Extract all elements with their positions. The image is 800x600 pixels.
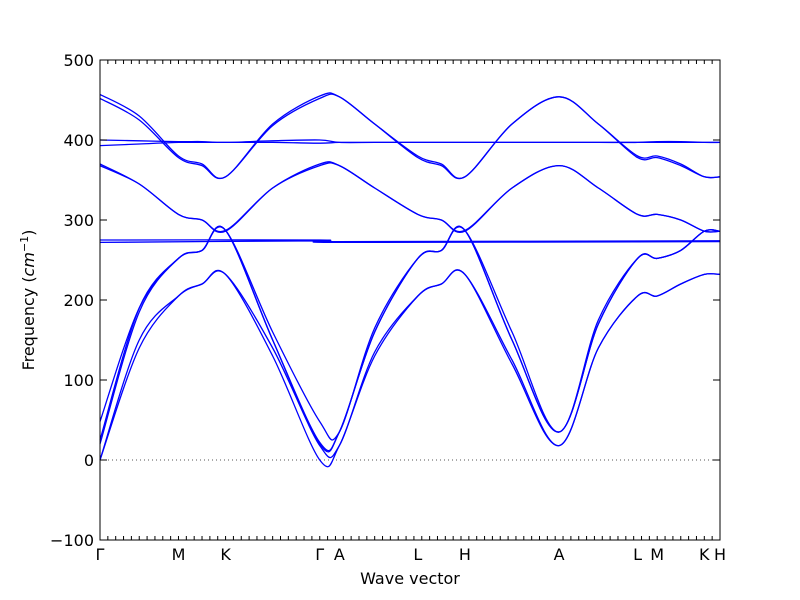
y-tick-label: 500 [63,51,94,70]
branch-3 [99,225,721,452]
dispersion-branches [99,92,721,468]
x-tick-label-8: A [554,545,565,564]
y-axis-title-suffix: ) [19,230,38,236]
branch-2 [99,269,721,461]
x-tick-label-11: K [699,545,710,564]
x-axis-title: Wave vector [360,569,460,588]
branch-12 [99,92,721,179]
x-tick-label-6: L [413,545,422,564]
y-tick-label: 400 [63,131,94,150]
x-tick-label-4: Γ [315,545,324,564]
x-tick-label-10: M [650,545,664,564]
x-tick-label-7: H [459,545,471,564]
y-axis-ticks: −100 0 100 200 300 400 500 [50,51,720,550]
x-tick-label-9: L [633,545,642,564]
y-axis-title-prefix: Frequency ( [19,276,38,370]
branch-7 [99,239,721,243]
x-tick-label-3: K [220,545,231,564]
y-tick-label: 100 [63,371,94,390]
x-tick-label-2: M [172,545,186,564]
branch-13 [99,93,721,180]
y-axis-title-unit: cm [19,252,38,276]
y-tick-label: 0 [84,451,94,470]
branch-1 [99,269,721,468]
branch-4 [99,226,721,441]
branch-8 [99,162,721,233]
plot-frame [99,59,721,541]
branch-11 [99,141,720,147]
y-axis-title: Frequency (cm−1) [18,230,39,371]
y-tick-label: 200 [63,291,94,310]
branch-5 [99,225,721,453]
y-tick-label: −100 [50,531,94,550]
x-tick-label-1: Γ [96,545,105,564]
y-tick-label: 300 [63,211,94,230]
x-tick-label-12: H [714,545,726,564]
branch-9 [99,161,721,234]
y-axis-title-exponent: −1 [18,236,31,252]
x-tick-label-5: A [334,545,345,564]
